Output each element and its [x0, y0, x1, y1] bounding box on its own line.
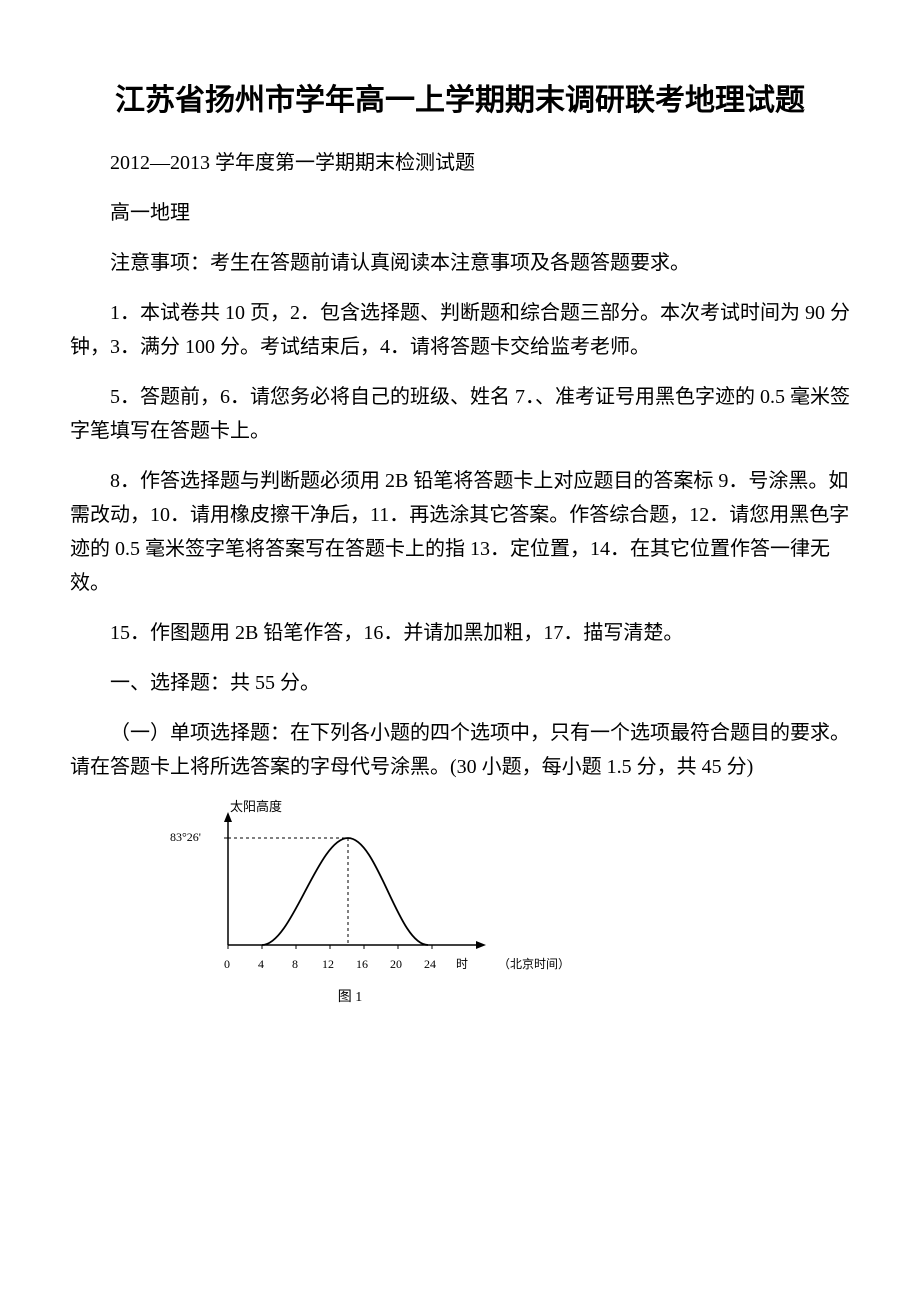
instruction-2: 5．答题前，6．请您务必将自己的班级、姓名 7．、准考证号用黑色字迹的 0.5 …: [70, 380, 850, 448]
x-tick-0: 0: [224, 957, 230, 972]
sun-altitude-chart: [190, 800, 510, 960]
document-title: 江苏省扬州市学年高一上学期期末调研联考地理试题: [70, 80, 850, 122]
y-axis-label: 太阳高度: [230, 796, 282, 815]
x-tick-1: 4: [258, 957, 264, 972]
subtitle: 2012—2013 学年度第一学期期末检测试题: [70, 146, 850, 180]
chart-caption: 图 1: [190, 986, 510, 1006]
x-tick-3: 12: [322, 957, 334, 972]
chart-figure-1: 太阳高度 83°26' （北京时间） 0 4 8 12 16 20 24 时 图…: [190, 800, 850, 1006]
subject: 高一地理: [70, 196, 850, 230]
y-tick-label: 83°26': [170, 830, 201, 845]
instruction-3: 8．作答选择题与判断题必须用 2B 铅笔将答题卡上对应题目的答案标 9．号涂黑。…: [70, 464, 850, 600]
notice: 注意事项：考生在答题前请认真阅读本注意事项及各题答题要求。: [70, 246, 850, 280]
section-1-heading: 一、选择题：共 55 分。: [70, 666, 850, 700]
x-axis-label: （北京时间）: [498, 955, 570, 972]
x-tick-2: 8: [292, 957, 298, 972]
x-tick-4: 16: [356, 957, 368, 972]
section-1-sub: （一）单项选择题：在下列各小题的四个选项中，只有一个选项最符合题目的要求。请在答…: [70, 716, 850, 784]
x-unit: 时: [456, 955, 468, 972]
instruction-1: 1．本试卷共 10 页，2．包含选择题、判断题和综合题三部分。本次考试时间为 9…: [70, 296, 850, 364]
x-tick-5: 20: [390, 957, 402, 972]
x-tick-6: 24: [424, 957, 436, 972]
instruction-4: 15．作图题用 2B 铅笔作答，16．并请加黑加粗，17．描写清楚。: [70, 616, 850, 650]
